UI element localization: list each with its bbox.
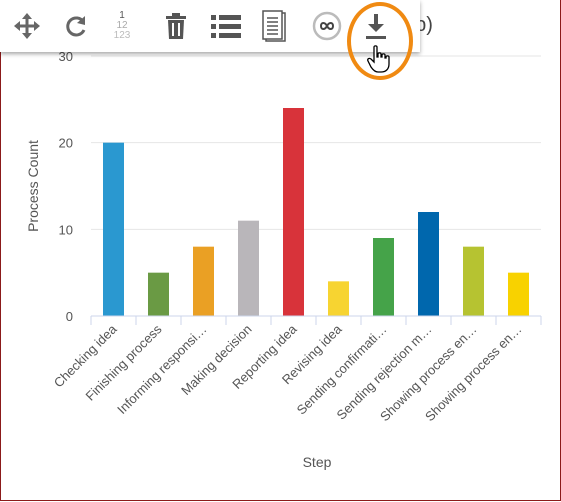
- bar[interactable]: [373, 238, 394, 316]
- delete-icon[interactable]: [158, 8, 194, 44]
- row-number-1: 1: [119, 10, 125, 21]
- list-icon[interactable]: [208, 8, 244, 44]
- bar[interactable]: [193, 246, 214, 316]
- chart-toolbar: 1 12 123: [0, 0, 420, 52]
- hand-cursor-icon: [367, 45, 390, 73]
- x-tick-label: Finishing process: [82, 321, 164, 403]
- row-number-123: 123: [113, 30, 131, 41]
- y-tick-label: 20: [59, 136, 73, 151]
- y-tick-label: 0: [66, 309, 73, 324]
- infinity-icon[interactable]: [309, 8, 345, 44]
- y-axis-title: Process Count: [25, 140, 41, 232]
- bar[interactable]: [148, 272, 169, 316]
- bar[interactable]: [283, 108, 304, 316]
- bar[interactable]: [238, 220, 259, 316]
- document-icon[interactable]: [256, 8, 292, 44]
- bar[interactable]: [328, 281, 349, 316]
- bar[interactable]: [418, 212, 439, 316]
- refresh-icon[interactable]: [58, 8, 94, 44]
- row-number-12: 12: [116, 20, 128, 31]
- download-icon[interactable]: [358, 8, 394, 44]
- bar[interactable]: [463, 246, 484, 316]
- x-axis-title: Step: [303, 454, 332, 470]
- bar[interactable]: [508, 272, 529, 316]
- row-number-icon[interactable]: 1 12 123: [104, 8, 140, 44]
- y-tick-label: 10: [59, 222, 73, 237]
- move-icon[interactable]: [9, 8, 45, 44]
- y-tick-label: 30: [59, 49, 73, 64]
- bar[interactable]: [103, 142, 124, 316]
